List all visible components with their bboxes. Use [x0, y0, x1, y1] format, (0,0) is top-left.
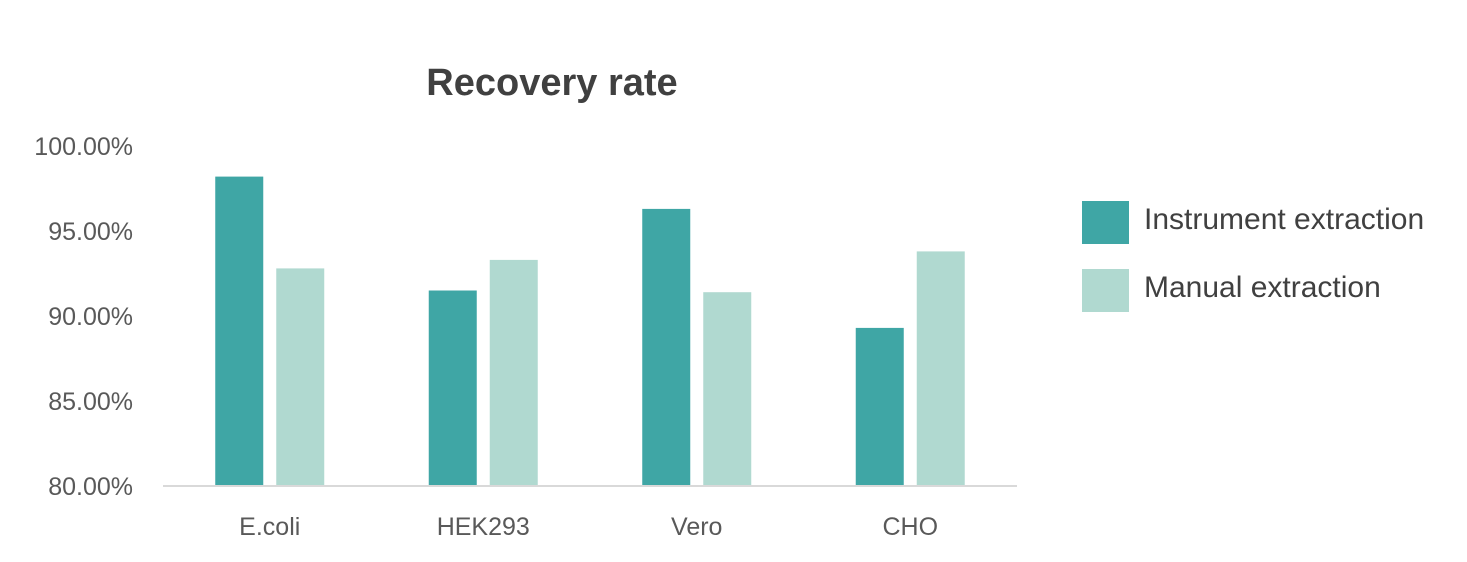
x-tick-label: E.coli — [239, 513, 300, 541]
bar-instrument-ecoli — [215, 176, 264, 486]
bar-instrument-cho — [855, 327, 904, 486]
bar-instrument-vero — [642, 208, 691, 486]
legend: Instrument extraction Manual extraction — [1082, 201, 1424, 312]
y-axis-tick-labels: 80.00% 85.00% 90.00% 95.00% 100.00% — [34, 133, 133, 501]
y-tick-label: 90.00% — [48, 303, 133, 331]
x-tick-label: HEK293 — [437, 513, 530, 541]
legend-label: Manual extraction — [1144, 271, 1381, 304]
bar-manual-hek293 — [489, 259, 538, 486]
x-tick-label: CHO — [882, 513, 938, 541]
y-tick-label: 80.00% — [48, 473, 133, 501]
legend-swatch — [1082, 201, 1129, 244]
y-tick-label: 85.00% — [48, 388, 133, 416]
legend-swatch — [1082, 269, 1129, 312]
bar-manual-cho — [916, 251, 965, 486]
legend-label: Instrument extraction — [1144, 203, 1424, 236]
x-tick-label: Vero — [671, 513, 722, 541]
chart-title: Recovery rate — [426, 62, 677, 104]
bar-manual-vero — [703, 292, 752, 486]
bar-instrument-hek293 — [428, 290, 477, 486]
y-tick-label: 100.00% — [34, 133, 133, 161]
y-tick-label: 95.00% — [48, 218, 133, 246]
x-axis-tick-labels: E.coli HEK293 Vero CHO — [239, 513, 938, 541]
bars-group — [215, 176, 965, 486]
bar-manual-ecoli — [276, 268, 325, 486]
